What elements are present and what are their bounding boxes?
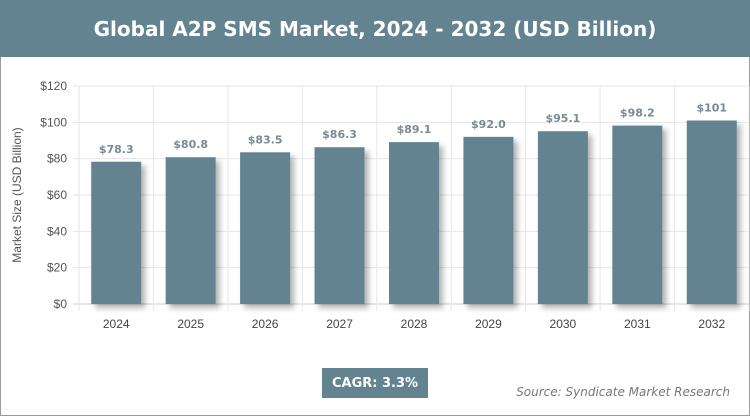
y-tick-label: $120 bbox=[40, 79, 67, 93]
chart-title: Global A2P SMS Market, 2024 - 2032 (USD … bbox=[0, 0, 750, 57]
y-tick-label: $0 bbox=[54, 297, 68, 311]
bar-2029 bbox=[463, 136, 514, 304]
bar-2025 bbox=[165, 157, 216, 304]
bar-2030 bbox=[537, 131, 588, 304]
x-tick-label: 2026 bbox=[252, 317, 279, 331]
data-label: $80.8 bbox=[173, 138, 208, 151]
bar-chart: $0 $20 $40 $60 $80 $100 $120 $78.3 2024 $80.8 2025… bbox=[10, 79, 750, 331]
y-tick-label: $40 bbox=[47, 224, 67, 238]
x-tick-label: 2027 bbox=[326, 317, 353, 331]
bar-2028 bbox=[389, 142, 439, 304]
x-tick-label: 2030 bbox=[550, 317, 577, 331]
cagr-badge: CAGR: 3.3% bbox=[322, 368, 428, 398]
y-tick-label: $20 bbox=[47, 261, 67, 275]
x-tick-label: 2024 bbox=[103, 317, 130, 331]
data-label: $89.1 bbox=[397, 123, 432, 136]
y-axis-title: Market Size (USD Billion) bbox=[10, 127, 24, 262]
bar-2032 bbox=[686, 120, 737, 304]
data-label: $92.0 bbox=[471, 118, 506, 131]
x-tick-label: 2031 bbox=[624, 317, 651, 331]
x-tick-label: 2028 bbox=[401, 317, 428, 331]
bar-2031 bbox=[612, 125, 663, 304]
data-label: $98.2 bbox=[620, 107, 655, 120]
bar-2027 bbox=[314, 147, 365, 304]
x-tick-label: 2025 bbox=[177, 317, 204, 331]
x-tick-label: 2029 bbox=[475, 317, 502, 331]
data-label: $83.5 bbox=[248, 133, 283, 146]
bar-2026 bbox=[240, 152, 291, 304]
y-tick-label: $80 bbox=[47, 152, 67, 166]
data-label: $101 bbox=[696, 102, 727, 115]
data-label: $86.3 bbox=[322, 128, 357, 141]
y-tick-label: $100 bbox=[40, 115, 67, 129]
y-tick-label: $60 bbox=[47, 188, 67, 202]
source-note: Source: Syndicate Market Research bbox=[516, 385, 730, 399]
data-label: $78.3 bbox=[99, 143, 134, 156]
bar-2024 bbox=[91, 161, 142, 304]
x-tick-label: 2032 bbox=[698, 317, 725, 331]
data-label: $95.1 bbox=[545, 112, 580, 125]
